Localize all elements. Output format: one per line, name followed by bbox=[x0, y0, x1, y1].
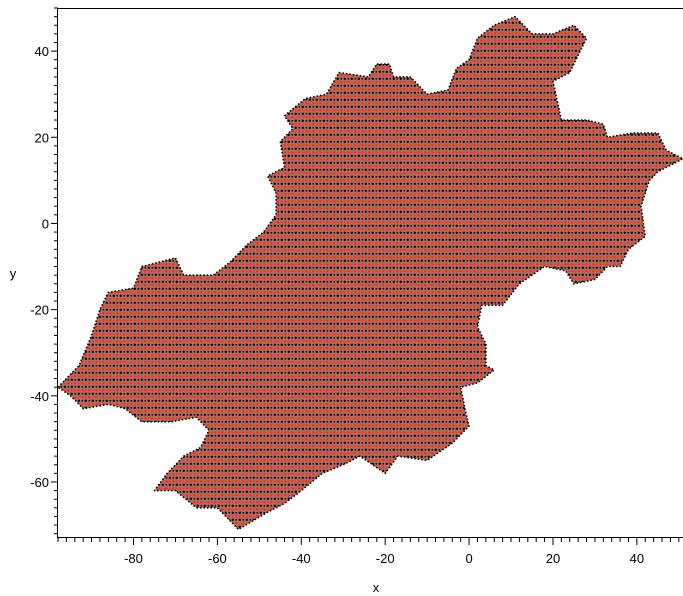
x-tick-label: -20 bbox=[376, 551, 395, 566]
y-axis-ticks: 40 20 0 -20 -40 -60 bbox=[30, 7, 58, 535]
x-tick-label: -40 bbox=[292, 551, 311, 566]
y-tick-label: 20 bbox=[35, 130, 49, 145]
y-tick-label: 40 bbox=[35, 44, 49, 59]
y-tick-label: -20 bbox=[30, 303, 49, 318]
x-axis-ticks: -80 -60 -40 -20 0 20 40 bbox=[57, 538, 680, 566]
x-tick-label: 0 bbox=[465, 551, 472, 566]
data-point-cloud bbox=[58, 15, 683, 531]
y-tick-label: 0 bbox=[42, 216, 49, 231]
y-tick-label: -40 bbox=[30, 389, 49, 404]
x-tick-label: -80 bbox=[124, 551, 143, 566]
x-axis-label: x bbox=[373, 580, 380, 595]
scatter-point-region bbox=[58, 15, 683, 531]
y-axis-label: y bbox=[10, 266, 17, 281]
x-tick-label: 40 bbox=[630, 551, 644, 566]
x-tick-label: 20 bbox=[546, 551, 560, 566]
y-tick-label: -60 bbox=[30, 475, 49, 490]
x-tick-label: -60 bbox=[208, 551, 227, 566]
